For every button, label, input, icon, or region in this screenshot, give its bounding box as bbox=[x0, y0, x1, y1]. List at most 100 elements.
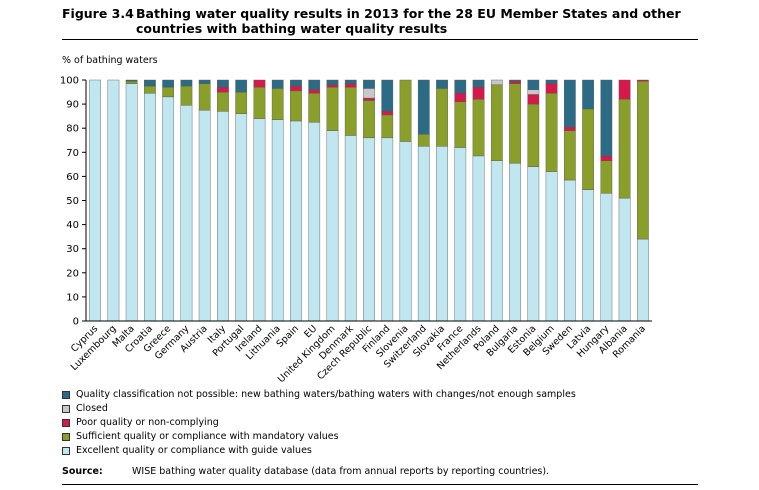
bar-segment bbox=[490, 160, 503, 322]
bar-segment bbox=[381, 114, 394, 139]
legend-swatch bbox=[62, 433, 70, 441]
legend-label: Poor quality or non-complying bbox=[76, 417, 219, 428]
legend-label: Sufficient quality or compliance with ma… bbox=[76, 431, 339, 442]
bar-segment bbox=[399, 141, 412, 322]
bar-segment bbox=[363, 88, 375, 99]
legend-swatch bbox=[62, 405, 70, 413]
bar-segment bbox=[253, 118, 266, 322]
bar-segment bbox=[637, 79, 649, 82]
bar-segment bbox=[217, 87, 229, 93]
bar-segment bbox=[363, 137, 375, 322]
bar-segment bbox=[582, 108, 594, 190]
bar-segment bbox=[381, 111, 394, 116]
bar-segment bbox=[271, 119, 284, 322]
bar-segment bbox=[162, 96, 175, 322]
bar-segment bbox=[454, 79, 467, 94]
bar-segment bbox=[290, 79, 302, 87]
source-label: Source: bbox=[62, 466, 103, 477]
bar-segment bbox=[399, 79, 412, 142]
bar-segment bbox=[618, 197, 631, 322]
figure-title-line1: Bathing water quality results in 2013 fo… bbox=[136, 6, 681, 21]
bar-segment bbox=[326, 130, 339, 322]
bar-segment bbox=[253, 87, 266, 119]
bar-segment bbox=[89, 79, 101, 322]
bar-segment bbox=[235, 79, 248, 93]
bar-segment bbox=[545, 171, 558, 322]
legend-entry: Excellent quality or compliance with gui… bbox=[62, 444, 576, 458]
bar-segment bbox=[509, 83, 521, 164]
bar-segment bbox=[162, 79, 175, 88]
bar-segment bbox=[545, 79, 558, 84]
bar-segment bbox=[326, 87, 339, 131]
bar-segment bbox=[454, 101, 467, 148]
bar-segment bbox=[308, 121, 321, 322]
source-note: Source: WISE bathing water quality databa… bbox=[62, 466, 549, 477]
bar-segment bbox=[344, 87, 357, 136]
bar-segment bbox=[527, 79, 540, 90]
bar-segment bbox=[490, 79, 503, 86]
bar-segment bbox=[107, 79, 120, 322]
bar-segment bbox=[527, 89, 540, 95]
y-tick-label: 80 bbox=[66, 124, 79, 135]
y-tick-label: 30 bbox=[66, 244, 79, 255]
bar-segment bbox=[271, 88, 284, 120]
bar-segment bbox=[162, 87, 175, 98]
bar-segment bbox=[308, 93, 321, 123]
bar-segment bbox=[527, 94, 540, 105]
bar-segment bbox=[125, 79, 138, 82]
bar-segment bbox=[217, 111, 229, 322]
bottom-rule bbox=[62, 484, 698, 485]
y-tick-label: 70 bbox=[66, 148, 79, 159]
bar-segment bbox=[180, 105, 193, 322]
legend-entry: Closed bbox=[62, 402, 576, 416]
bar-segment bbox=[180, 85, 193, 106]
y-tick-label: 40 bbox=[66, 220, 79, 231]
legend-swatch bbox=[62, 419, 70, 427]
bar-segment bbox=[290, 85, 302, 92]
bar-segment bbox=[217, 91, 229, 112]
bar-segment bbox=[582, 79, 594, 110]
legend-label: Closed bbox=[76, 403, 108, 414]
y-tick-label: 20 bbox=[66, 268, 79, 279]
y-tick-label: 90 bbox=[66, 100, 79, 111]
y-tick-label: 50 bbox=[66, 196, 79, 207]
legend-label: Quality classification not possible: new… bbox=[76, 389, 576, 400]
bar-segment bbox=[326, 84, 339, 88]
bar-segment bbox=[344, 135, 357, 322]
legend-swatch bbox=[62, 447, 70, 455]
bar-segment bbox=[144, 93, 156, 322]
bar-segment bbox=[472, 99, 485, 157]
bar-segment bbox=[180, 79, 193, 87]
bar-segment bbox=[363, 79, 375, 89]
bar-segment bbox=[600, 160, 613, 194]
bar-segment bbox=[381, 137, 394, 322]
bar-segment bbox=[436, 79, 448, 89]
chart-legend: Quality classification not possible: new… bbox=[62, 388, 576, 458]
y-axis-label: % of bathing waters bbox=[62, 55, 158, 66]
bar-segment bbox=[198, 83, 211, 111]
bar-segment bbox=[600, 79, 613, 157]
bar-segment bbox=[563, 130, 576, 181]
bar-segment bbox=[235, 113, 248, 322]
bar-segment bbox=[472, 155, 485, 322]
bar-segment bbox=[198, 79, 211, 84]
bar-segment bbox=[417, 146, 430, 322]
bar-segment bbox=[472, 87, 485, 100]
bar-segment bbox=[290, 120, 302, 322]
legend-entry: Quality classification not possible: new… bbox=[62, 388, 576, 402]
legend-swatch bbox=[62, 391, 70, 399]
bar-segment bbox=[308, 89, 321, 94]
bar-segment bbox=[363, 100, 375, 139]
bar-segment bbox=[472, 79, 485, 88]
bar-segment bbox=[125, 81, 138, 84]
bar-segment bbox=[563, 126, 576, 131]
bar-segment bbox=[582, 189, 594, 322]
bar-segment bbox=[637, 81, 649, 240]
bar-segment bbox=[490, 84, 503, 161]
figure-number: Figure 3.4 bbox=[62, 6, 134, 21]
bar-segment bbox=[454, 147, 467, 322]
bar-segment bbox=[618, 99, 631, 199]
figure-title: Figure 3.4 Bathing water quality results … bbox=[62, 6, 682, 36]
figure-title-line2: countries with bathing water quality res… bbox=[136, 21, 448, 36]
bar-segment bbox=[308, 79, 321, 90]
